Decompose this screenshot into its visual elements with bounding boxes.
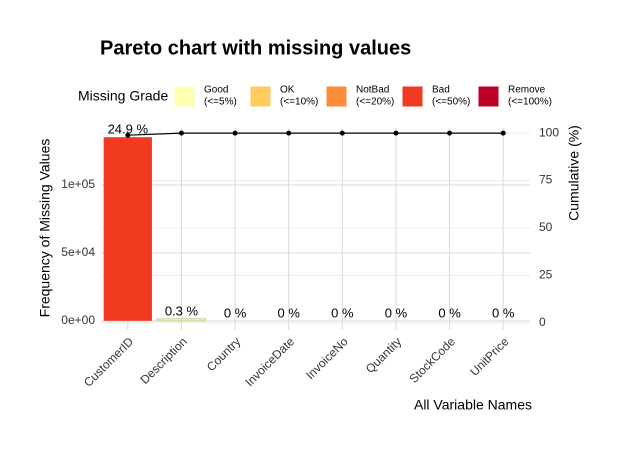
x-tick-label: UnitPrice [467,334,512,379]
legend-label: (<=100%) [508,97,552,108]
data-label: 24.9 % [108,122,149,137]
legend-label: (<=50%) [432,97,470,108]
y-axis-title: Frequency of Missing Values [37,139,53,318]
cumulative-point [286,130,292,136]
x-tick-label: Country [204,334,244,374]
y2-tick-label: 75 [539,173,553,187]
cumulative-point [393,130,399,136]
cumulative-line [127,132,504,136]
bar [156,318,207,322]
cumulative-point [125,132,131,138]
data-label: 0 % [438,305,461,320]
cumulative-point [178,130,184,136]
legend-label: Good [204,85,228,96]
x-tick-label: InvoiceDate [242,334,297,389]
x-tick-label: CustomerID [81,334,136,389]
y-tick-label: 5e+04 [61,245,95,259]
cumulative-point [500,130,506,136]
x-tick-label: StockCode [407,334,459,386]
chart-title: Pareto chart with missing values [100,37,411,59]
legend-title: Missing Grade [78,88,168,104]
legend-label: (<=10%) [280,97,318,108]
cumulative-point [232,130,238,136]
data-label: 0 % [492,305,515,320]
legend-swatch [401,85,424,108]
data-label: 0 % [385,305,408,320]
legend-swatch [325,85,348,108]
y2-tick-label: 25 [539,268,553,282]
legend-swatch [173,85,196,108]
y2-tick-label: 50 [539,220,553,234]
y2-tick-label: 0 [539,315,546,329]
legend-label: OK [280,85,295,96]
bar [103,137,152,321]
cumulative-point [447,130,453,136]
legend-label: NotBad [356,85,389,96]
legend-label: Remove [508,85,546,96]
y2-axis-title: Cumulative (%) [566,125,582,221]
x-tick-label: Quantity [363,334,405,376]
data-label: 0.3 % [165,303,199,318]
legend-label: (<=5%) [204,97,237,108]
data-label: 0 % [331,305,354,320]
legend-label: (<=20%) [356,97,394,108]
x-axis-title: All Variable Names [414,397,532,413]
legend-swatch [477,85,500,108]
data-label: 0 % [224,305,247,320]
y-tick-label: 0e+00 [61,313,95,327]
data-label: 0 % [277,305,300,320]
y2-tick-label: 100 [539,125,559,139]
x-tick-label: InvoiceNo [303,334,351,382]
x-tick-label: Description [137,334,189,386]
legend-swatch [249,85,272,108]
y-tick-label: 1e+05 [61,177,95,191]
legend-label: Bad [432,85,450,96]
cumulative-point [339,130,345,136]
